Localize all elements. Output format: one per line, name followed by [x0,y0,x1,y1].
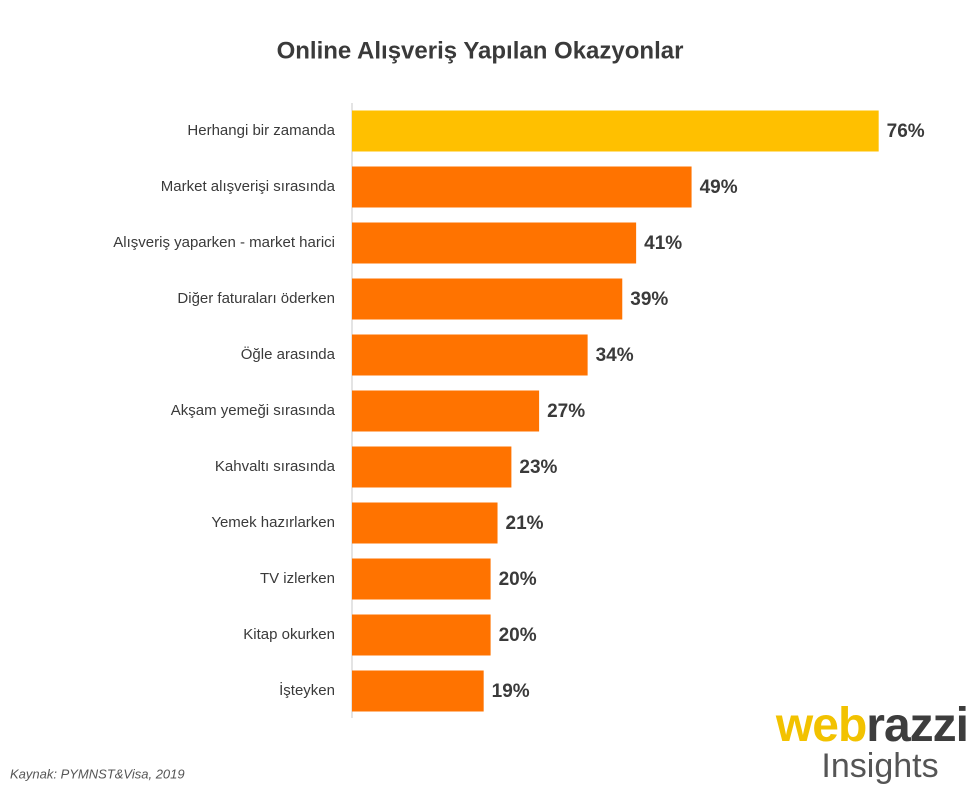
bar [352,446,512,488]
bar [352,670,484,712]
category-label: Akşam yemeği sırasında [171,402,336,419]
value-label: 76% [887,121,925,142]
category-label: Kitap okurken [243,626,335,643]
value-label: 20% [499,625,537,646]
category-label: İşteyken [279,681,335,699]
bar [352,278,623,320]
bar [352,334,588,376]
logo-second: razzi [866,699,968,752]
bar [352,390,540,432]
value-label: 27% [547,401,585,422]
bar [352,166,692,208]
logo-tagline: Insights [821,747,938,785]
value-label: 23% [519,457,557,478]
bar [352,110,879,152]
category-label: Yemek hazırlarken [211,514,335,531]
category-label: Kahvaltı sırasında [215,458,336,475]
bar [352,614,491,656]
chart-title: Online Alışveriş Yapılan Okazyonlar [277,37,684,64]
category-label: Öğle arasında [241,345,336,363]
logo-first: web [775,699,866,752]
value-label: 21% [506,513,544,534]
bar [352,222,637,264]
category-label: Diğer faturaları öderken [177,290,335,307]
logo: webrazzi [775,699,968,752]
value-label: 19% [492,681,530,702]
category-label: TV izlerken [260,570,335,587]
value-label: 41% [644,233,682,254]
bar [352,558,491,600]
value-label: 39% [630,289,668,310]
category-label: Alışveriş yaparken - market harici [113,234,335,251]
source: Kaynak: PYMNST&Visa, 2019 [10,766,185,781]
value-label: 20% [499,569,537,590]
value-label: 49% [700,177,738,198]
bar [352,502,498,544]
category-label: Market alışverişi sırasında [161,178,336,195]
value-label: 34% [596,345,634,366]
category-label: Herhangi bir zamanda [187,122,335,139]
